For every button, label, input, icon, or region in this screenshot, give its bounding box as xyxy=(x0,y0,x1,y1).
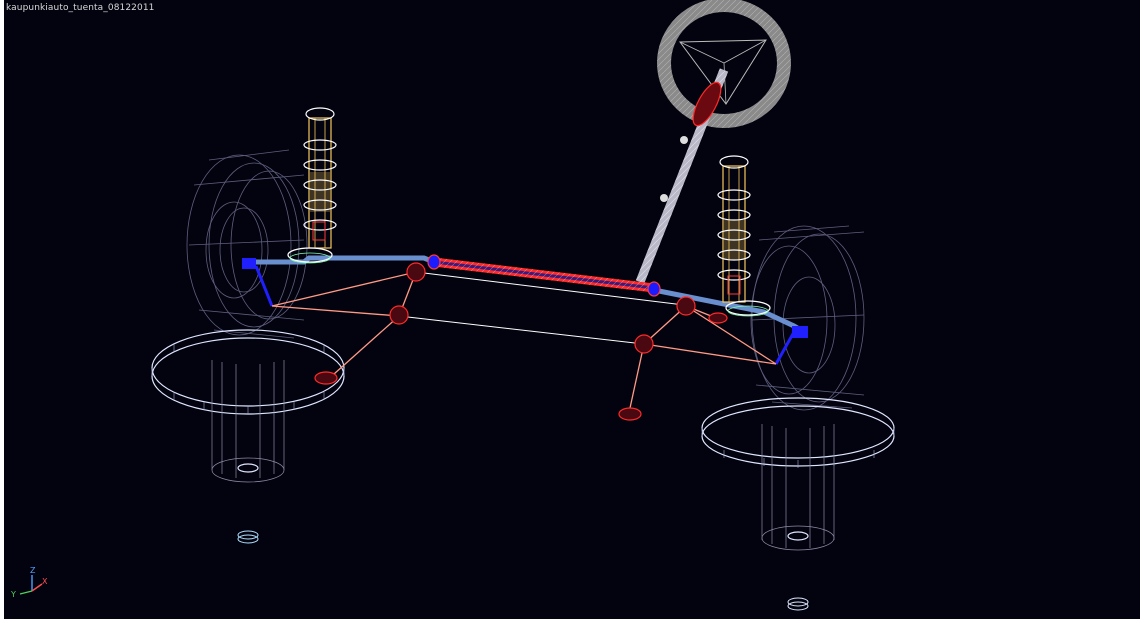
steering-rack xyxy=(433,257,655,293)
left-coilover-spring xyxy=(287,107,337,264)
right-floor-marker xyxy=(787,597,809,611)
right-tire xyxy=(750,225,865,411)
left-tire xyxy=(186,149,308,339)
left-lower-control-arm xyxy=(271,271,685,375)
right-lower-control-arm xyxy=(629,305,777,409)
left-test-rig xyxy=(151,329,345,483)
suspension-model[interactable]: Z Y X xyxy=(4,0,1140,619)
steering-column xyxy=(635,68,729,284)
axis-triad: Z Y X xyxy=(10,566,48,599)
model-title: kaupunkiauto_tuenta_08122011 xyxy=(6,3,155,13)
triad-x-label: X xyxy=(42,577,48,586)
right-test-rig xyxy=(701,397,895,551)
right-coilover-spring xyxy=(717,155,771,317)
left-floor-marker xyxy=(237,530,259,544)
3d-viewport[interactable]: kaupunkiauto_tuenta_08122011 xyxy=(4,0,1140,619)
steering-wheel[interactable] xyxy=(657,0,791,128)
triad-y-label: Y xyxy=(10,590,16,599)
triad-z-label: Z xyxy=(30,566,36,575)
bushings xyxy=(314,254,728,421)
